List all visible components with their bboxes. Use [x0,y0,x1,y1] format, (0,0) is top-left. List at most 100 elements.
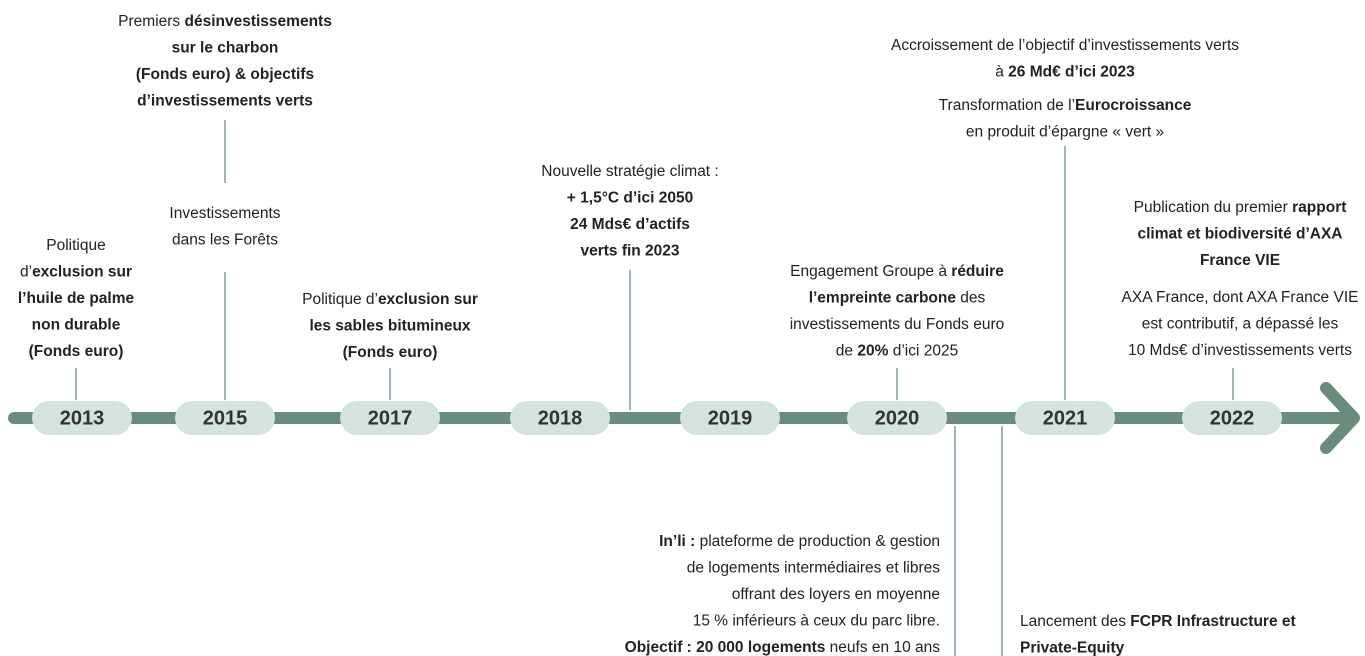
event-line: Publication du premier rapport [1134,199,1347,216]
event-line: en produit d’épargne « vert » [966,124,1164,141]
text-run: exclusion sur [378,291,478,308]
connectors [75,120,1234,656]
year-pill [32,401,132,435]
year-label: 2021 [1043,407,1088,429]
text-run: climat et biodiversité d’AXA [1138,226,1343,243]
year-label: 2020 [875,407,920,429]
event-line: l’empreinte carbone des [809,290,986,307]
text-run: Politique d’ [302,291,378,308]
text-run: exclusion sur [32,264,132,281]
event-line: 10 Mds€ d’investissements verts [1128,342,1352,359]
year-label: 2022 [1210,407,1255,429]
text-run: de logements intermédiaires et libres [687,560,941,577]
event-line: Politique [46,237,105,254]
year-pill [510,401,610,435]
event-line: Private-Equity [1020,640,1125,656]
text-run: 24 Mds€ d’actifs [570,216,690,233]
text-run: offrant des loyers en moyenne [732,586,940,603]
text-run: neufs en 10 ans [825,639,940,656]
text-run: d’investissements verts [137,93,313,110]
year-pill [1182,401,1282,435]
year-label: 2015 [203,407,248,429]
text-run: réduire [951,263,1004,280]
text-run: Investissements [169,205,280,222]
event-line: climat et biodiversité d’AXA [1138,226,1343,243]
event-line: à 26 Md€ d’ici 2023 [995,64,1135,81]
event-line: investissements du Fonds euro [790,316,1005,333]
event-line: (Fonds euro) & objectifs [136,66,314,83]
text-run: Private-Equity [1020,640,1125,656]
text-run: France VIE [1200,252,1280,269]
text-run: Accroissement de l’objectif d’investisse… [891,37,1239,54]
event-line: l’huile de palme [18,290,135,307]
text-run: 15 % inférieurs à ceux du parc libre. [693,613,940,630]
text-run: les sables bitumineux [309,318,470,335]
text-run: In’li : [659,533,695,550]
text-run: (Fonds euro) [343,344,438,361]
event-line: offrant des loyers en moyenne [732,586,940,603]
event-line: les sables bitumineux [309,318,470,335]
event-line: d’exclusion sur [20,264,132,281]
text-run: des [956,290,986,307]
text-run: est contributif, a dépassé les [1142,316,1339,333]
text-run: sur le charbon [172,40,279,57]
year-pill [680,401,780,435]
text-run: plateforme de production & gestion [695,533,940,550]
event-line: dans les Forêts [172,232,278,249]
event-line: Lancement des FCPR Infrastructure et [1020,613,1296,630]
text-run: Objectif : 20 000 logements [625,639,826,656]
text-run: d’ [20,264,32,281]
text-run: 26 Md€ d’ici 2023 [1008,64,1135,81]
text-run: l’empreinte carbone [809,290,957,307]
text-run: rapport [1292,199,1346,216]
text-run: FCPR Infrastructure et [1130,613,1295,630]
event-line: sur le charbon [172,40,279,57]
event-line: de logements intermédiaires et libres [687,560,941,577]
event-line: 24 Mds€ d’actifs [570,216,690,233]
event-line: Engagement Groupe à réduire [790,263,1004,280]
text-run: AXA France, dont AXA France VIE [1122,289,1359,306]
arrow-head [1320,382,1360,454]
event-line: Transformation de l’Eurocroissance [939,97,1192,114]
year-pill [1015,401,1115,435]
event-line: AXA France, dont AXA France VIE [1122,289,1359,306]
text-run: (Fonds euro) [29,343,124,360]
event-line: verts fin 2023 [580,243,679,260]
event-line: non durable [32,317,121,334]
event-line: est contributif, a dépassé les [1142,316,1339,333]
event-line: + 1,5°C d’ici 2050 [567,190,693,207]
event-line: Nouvelle stratégie climat : [541,163,718,180]
text-run: investissements du Fonds euro [790,316,1005,333]
text-run: Transformation de l’ [939,97,1075,114]
year-pill [340,401,440,435]
year-label: 2017 [368,407,413,429]
text-run: (Fonds euro) & objectifs [136,66,314,83]
event-line: d’investissements verts [137,93,313,110]
text-run: Nouvelle stratégie climat : [541,163,718,180]
event-line: France VIE [1200,252,1280,269]
text-run: l’huile de palme [18,290,135,307]
event-line: In’li : plateforme de production & gesti… [659,533,940,550]
text-run: désinvestissements [185,13,332,30]
year-label: 2018 [538,407,583,429]
text-run: de [836,343,858,360]
year-pill [175,401,275,435]
text-run: d’ici 2025 [888,343,958,360]
year-pill [847,401,947,435]
year-label: 2019 [708,407,753,429]
event-line: Politique d’exclusion sur [302,291,478,308]
text-run: 20% [857,343,888,360]
event-line: 15 % inférieurs à ceux du parc libre. [693,613,940,630]
text-run: à [995,64,1008,81]
event-line: (Fonds euro) [343,344,438,361]
event-line: Objectif : 20 000 logements neufs en 10 … [625,639,941,656]
text-run: Publication du premier [1134,199,1293,216]
event-line: Premiers désinvestissements [118,13,332,30]
text-run: non durable [32,317,121,334]
text-run: dans les Forêts [172,232,278,249]
text-run: 10 Mds€ d’investissements verts [1128,342,1352,359]
event-line: (Fonds euro) [29,343,124,360]
text-run: en produit d’épargne « vert » [966,124,1164,141]
text-run: Lancement des [1020,613,1130,630]
